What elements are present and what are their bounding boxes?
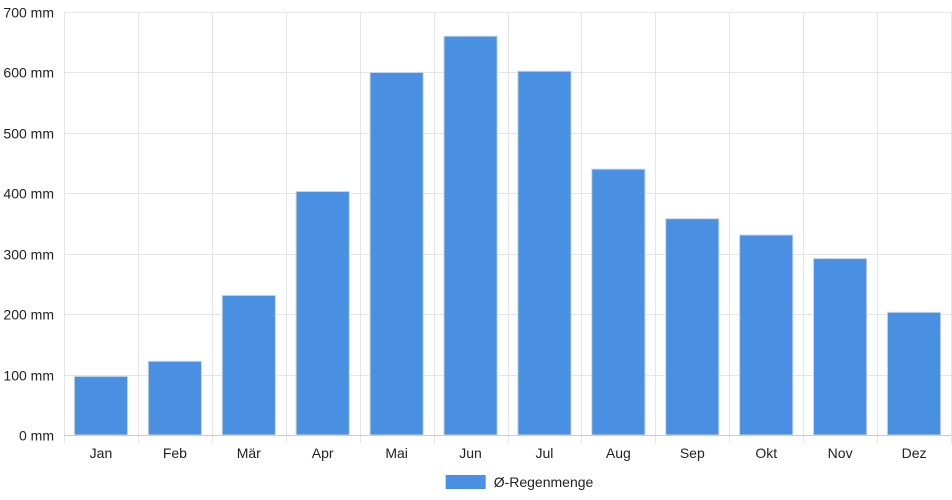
bar-sep[interactable] bbox=[665, 218, 720, 436]
x-tick-label: Mär bbox=[237, 445, 261, 461]
axis-layer: 0 mm 100 mm 200 mm 300 mm 400 mm 500 mm 600 mm… bbox=[3, 5, 951, 461]
x-tick-label: Nov bbox=[828, 445, 853, 461]
legend-label: Ø-Regenmenge bbox=[494, 474, 594, 490]
x-tick-label: Jan bbox=[90, 445, 113, 461]
x-tick-label: Jun bbox=[459, 445, 482, 461]
bar-jan[interactable] bbox=[73, 375, 129, 436]
bar-mär[interactable] bbox=[221, 294, 276, 436]
y-tick-label: 500 mm bbox=[3, 126, 54, 142]
bar-okt[interactable] bbox=[739, 234, 794, 436]
x-tick-label: Aug bbox=[606, 445, 631, 461]
y-tick-label: 200 mm bbox=[3, 307, 54, 323]
bar-jul[interactable] bbox=[517, 70, 572, 436]
legend[interactable]: Ø-Regenmenge bbox=[445, 474, 594, 490]
bar-nov[interactable] bbox=[813, 258, 868, 436]
x-tick-label: Dez bbox=[902, 445, 927, 461]
x-tick-label: Jul bbox=[536, 445, 554, 461]
x-tick-label: Okt bbox=[755, 445, 777, 461]
y-tick-label: 700 mm bbox=[3, 5, 54, 21]
bar-dez[interactable] bbox=[886, 311, 942, 436]
x-tick-label: Apr bbox=[312, 445, 334, 461]
bar-aug[interactable] bbox=[591, 168, 646, 436]
x-tick-label: Mai bbox=[385, 445, 408, 461]
x-tick-label: Sep bbox=[680, 445, 705, 461]
y-tick-label: 300 mm bbox=[3, 247, 54, 263]
y-tick-label: 0 mm bbox=[19, 428, 54, 444]
legend-swatch bbox=[445, 475, 486, 489]
bar-jun[interactable] bbox=[443, 35, 498, 436]
bar-apr[interactable] bbox=[295, 190, 350, 436]
bar-feb[interactable] bbox=[147, 360, 202, 436]
grid-layer bbox=[64, 12, 952, 443]
bar-mai[interactable] bbox=[369, 71, 424, 436]
x-tick-label: Feb bbox=[163, 445, 187, 461]
y-tick-label: 600 mm bbox=[3, 65, 54, 81]
y-tick-label: 400 mm bbox=[3, 186, 54, 202]
y-tick-label: 100 mm bbox=[3, 368, 54, 384]
bars-layer bbox=[73, 35, 942, 436]
